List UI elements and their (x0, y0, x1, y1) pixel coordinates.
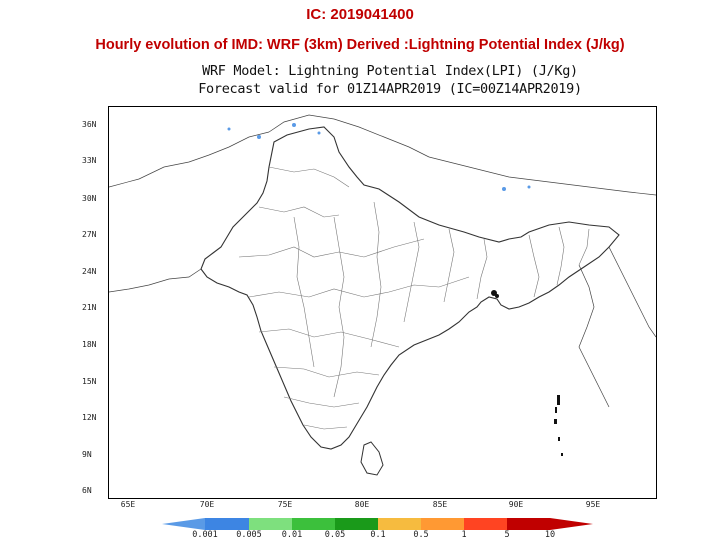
legend-label: 5 (504, 530, 510, 540)
legend-label: 0.005 (236, 530, 262, 540)
legend-swatch (421, 518, 464, 530)
lat-label: 12N (82, 413, 97, 422)
lon-label: 90E (508, 500, 524, 509)
legend-swatch (464, 518, 507, 530)
lat-label: 18N (82, 340, 97, 349)
lat-label: 27N (82, 230, 97, 239)
plot-title-line-2: Forecast valid for 01Z14APR2019 (IC=00Z1… (198, 81, 582, 97)
lon-label: 75E (277, 500, 293, 509)
lat-label: 9N (82, 450, 92, 459)
lon-label: 95E (585, 500, 601, 509)
lat-label: 24N (82, 267, 97, 276)
lon-label: 70E (199, 500, 215, 509)
legend-label: 10 (544, 530, 556, 540)
india-outline (200, 126, 620, 450)
lon-label: 80E (354, 500, 370, 509)
legend-swatch (205, 518, 249, 530)
lat-label: 36N (82, 120, 97, 129)
lon-label: 65E (120, 500, 136, 509)
page-title: Hourly evolution of IMD: WRF (3km) Deriv… (95, 37, 625, 53)
andaman-islands (554, 395, 563, 456)
lon-label: 85E (432, 500, 448, 509)
lat-label: 21N (82, 303, 97, 312)
legend-right-arrow (550, 518, 593, 530)
lat-label: 33N (82, 156, 97, 165)
plot-title-line-1: WRF Model: Lightning Potential Index(LPI… (202, 63, 578, 79)
legend-swatch (507, 518, 550, 530)
lat-label: 15N (82, 377, 97, 386)
legend-label: 0.001 (192, 530, 218, 540)
legend-label: 0.05 (324, 530, 346, 540)
lpi-patches (227, 123, 531, 298)
map-frame (108, 106, 657, 499)
legend-swatch (378, 518, 421, 530)
ic-title: IC: 2019041400 (306, 6, 414, 23)
legend-swatch (292, 518, 335, 530)
legend-left-arrow (162, 518, 205, 530)
sri-lanka-outline (360, 441, 384, 476)
lat-label: 30N (82, 194, 97, 203)
state-boundaries (238, 166, 590, 430)
india-map (109, 114, 656, 476)
legend-label: 0.5 (413, 530, 429, 540)
legend-label: 1 (461, 530, 467, 540)
legend-label: 0.1 (370, 530, 386, 540)
legend-swatch (249, 518, 292, 530)
lat-label: 6N (82, 486, 92, 495)
legend-label: 0.01 (281, 530, 303, 540)
neighbour-borders (109, 114, 656, 408)
legend-swatch (335, 518, 378, 530)
